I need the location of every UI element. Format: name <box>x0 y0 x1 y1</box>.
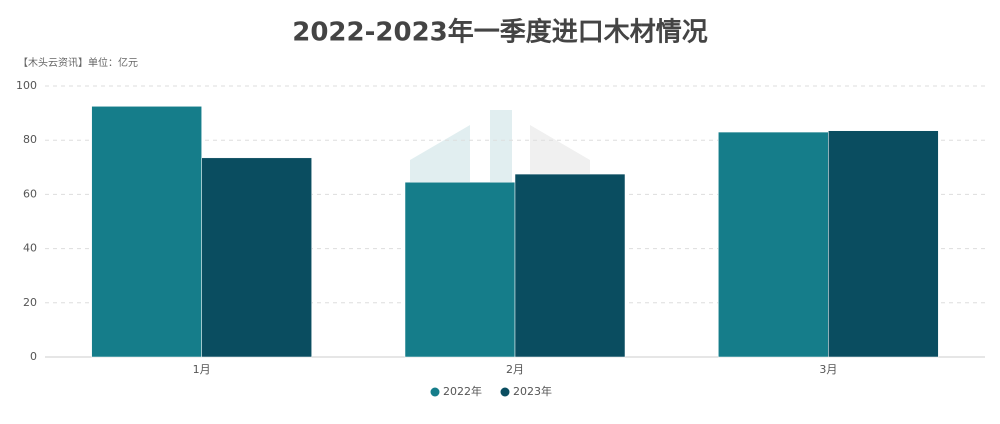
bar <box>201 157 312 358</box>
y-tick-label: 20 <box>23 296 37 309</box>
bar <box>718 131 829 358</box>
chart-subtitle: 【木头云资讯】单位：亿元 <box>18 56 138 69</box>
legend-label: 2022年 <box>443 384 482 398</box>
y-tick-label: 100 <box>16 79 37 92</box>
bar <box>828 130 939 358</box>
y-tick-label: 80 <box>23 133 37 146</box>
bar <box>404 181 516 358</box>
y-tick-label: 60 <box>23 187 37 200</box>
x-tick-label: 2月 <box>506 363 524 376</box>
legend-marker <box>430 387 440 397</box>
bar <box>91 106 202 358</box>
legend-label: 2023年 <box>513 384 552 398</box>
bar <box>514 173 626 358</box>
legend-marker <box>500 387 510 397</box>
x-tick-label: 3月 <box>819 363 837 376</box>
y-tick-label: 0 <box>30 350 37 363</box>
x-tick-label: 1月 <box>193 363 211 376</box>
y-tick-label: 40 <box>23 242 37 255</box>
chart-title: 2022-2023年一季度进口木材情况 <box>292 17 708 48</box>
